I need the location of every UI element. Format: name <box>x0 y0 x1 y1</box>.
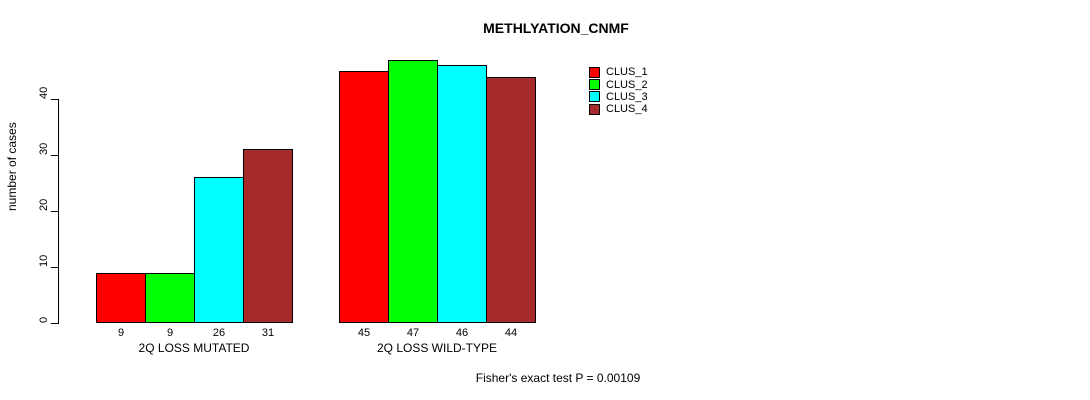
group-label-wild-type: 2Q LOSS WILD-TYPE <box>376 341 498 355</box>
legend-row-clus_2: CLUS_2 <box>589 78 648 91</box>
bar-clus_1-group2 <box>339 71 389 323</box>
bar-clus_4-group1 <box>243 149 293 323</box>
legend-label: CLUS_1 <box>606 66 648 79</box>
legend-swatch-clus_4 <box>589 103 600 115</box>
fisher-test-annotation: Fisher's exact test P = 0.00109 <box>475 371 641 385</box>
bar-value-label: 45 <box>357 327 371 339</box>
legend-label: CLUS_2 <box>606 78 648 91</box>
y-tick-mark <box>51 266 58 268</box>
legend: CLUS_1 CLUS_2 CLUS_3 CLUS_4 <box>589 66 648 116</box>
legend-swatch-clus_2 <box>589 79 600 91</box>
y-tick-mark <box>51 154 58 156</box>
y-axis-line <box>58 99 59 324</box>
bar-value-label: 47 <box>406 327 420 339</box>
bar-clus_3-group2 <box>437 65 487 323</box>
bar-clus_2-group1 <box>145 273 195 323</box>
bar-value-label: 26 <box>212 327 226 339</box>
legend-swatch-clus_3 <box>589 91 600 103</box>
legend-label: CLUS_4 <box>606 103 648 116</box>
y-tick-mark <box>51 210 58 212</box>
bar-value-label: 44 <box>504 327 518 339</box>
bar-clus_3-group1 <box>194 177 244 323</box>
legend-row-clus_1: CLUS_1 <box>589 66 648 78</box>
chart-title: METHLYATION_CNMF <box>483 20 629 36</box>
bar-clus_2-group2 <box>388 60 438 323</box>
bar-clus_1-group1 <box>96 273 146 323</box>
group-label-mutated: 2Q LOSS MUTATED <box>138 341 250 355</box>
legend-swatch-clus_1 <box>589 66 600 78</box>
legend-row-clus_4: CLUS_4 <box>589 103 648 115</box>
bar-value-label: 9 <box>117 327 125 339</box>
bar-value-label: 31 <box>261 327 275 339</box>
legend-label: CLUS_3 <box>606 90 648 103</box>
y-tick-mark <box>51 98 58 100</box>
y-tick-mark <box>51 322 58 324</box>
bar-value-label: 46 <box>455 327 469 339</box>
bar-value-label: 9 <box>166 327 174 339</box>
legend-row-clus_3: CLUS_3 <box>589 91 648 103</box>
bar-clus_4-group2 <box>486 77 536 323</box>
